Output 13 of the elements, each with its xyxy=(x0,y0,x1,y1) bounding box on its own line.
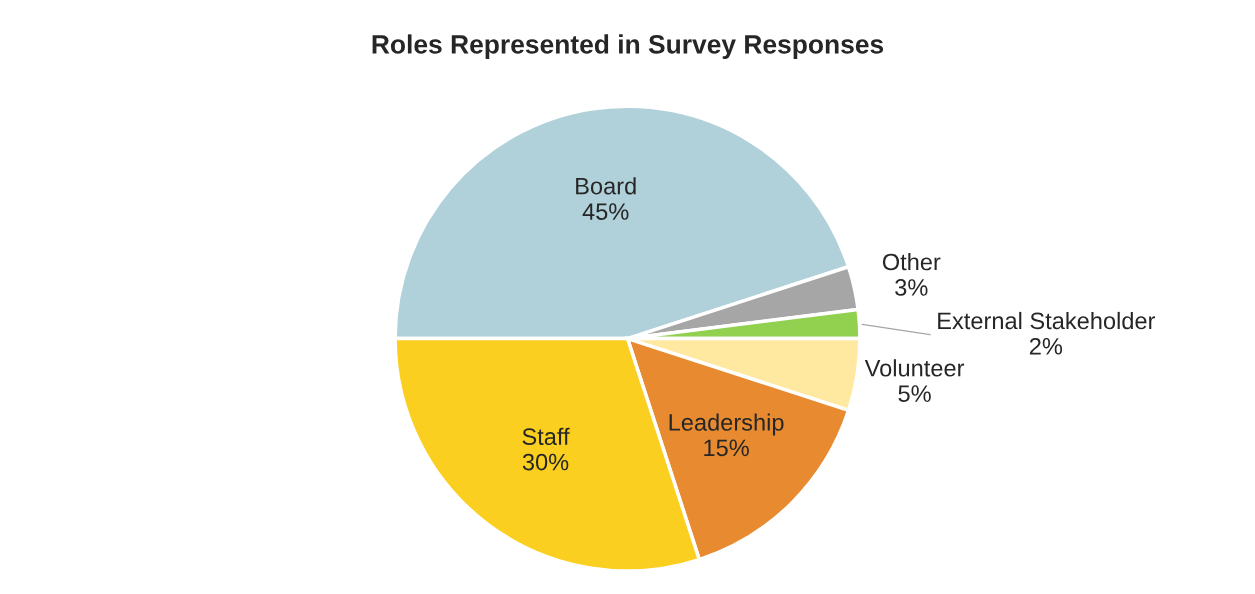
data-label: 3% xyxy=(895,279,928,296)
slice-label: Leadership xyxy=(669,413,784,436)
slice-label: External Stakeholder xyxy=(938,311,1156,330)
slice-label: Staff xyxy=(522,427,570,446)
data-label: 45% xyxy=(582,203,629,220)
slice-label: Board xyxy=(576,177,636,195)
chart-title: Roles Represented in Survey Responses xyxy=(372,34,884,59)
slice-label: Other xyxy=(882,253,941,271)
data-label: 30% xyxy=(522,453,569,471)
data-label: 15% xyxy=(704,439,749,457)
data-label: 2% xyxy=(1029,337,1063,355)
slice-label: Volunteer xyxy=(864,359,965,377)
data-label: 5% xyxy=(898,385,931,402)
